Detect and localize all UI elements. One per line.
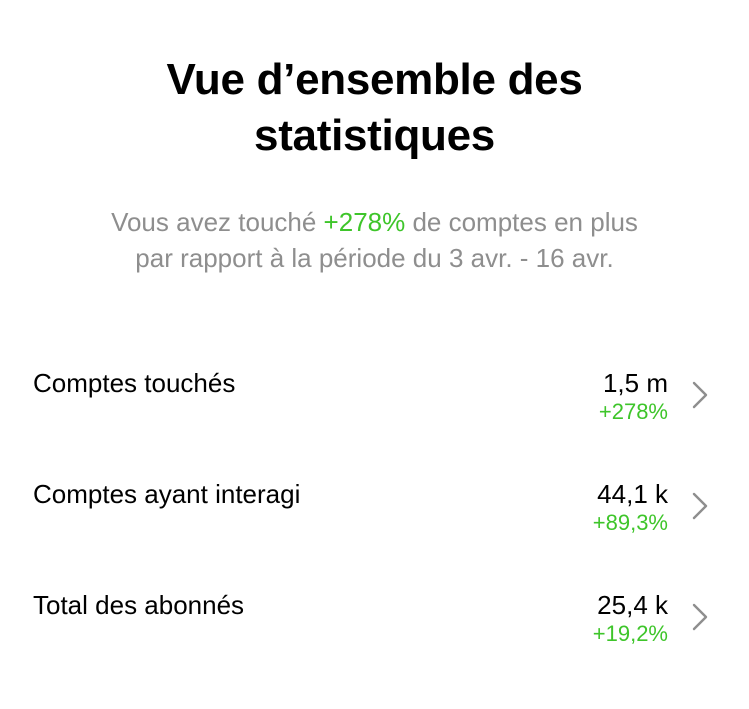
summary-line-2: par rapport à la période du 3 avr. - 16 … — [135, 243, 614, 273]
stat-label: Total des abonnés — [33, 590, 245, 620]
stat-value: 1,5 m — [602, 368, 668, 398]
stat-change: +19,2% — [592, 621, 668, 646]
chevron-right-icon — [692, 603, 708, 631]
stat-label: Comptes ayant interagi — [33, 479, 301, 509]
stat-label: Comptes touchés — [33, 368, 236, 398]
stat-change: +278% — [598, 399, 668, 424]
stat-value: 25,4 k — [597, 590, 668, 620]
summary-line-1: Vous avez touché +278% de comptes en plu… — [40, 204, 709, 240]
page-title-line-2: statistiques — [254, 111, 495, 160]
stat-change: +89,3% — [592, 510, 668, 535]
summary-text: Vous avez touché +278% de comptes en plu… — [40, 204, 709, 276]
page-title-line-1: Vue d’ensemble des — [166, 55, 583, 104]
summary-highlight: +278% — [323, 207, 406, 237]
summary-suffix: de comptes en plus — [405, 207, 638, 237]
chevron-right-icon — [692, 492, 708, 520]
chevron-right-icon — [692, 381, 708, 409]
stat-row-accounts-engaged[interactable]: Comptes ayant interagi 44,1 k +89,3% — [0, 477, 749, 567]
summary-prefix: Vous avez touché — [111, 207, 324, 237]
page-title: Vue d’ensemble des statistiques — [0, 52, 749, 164]
stat-row-accounts-reached[interactable]: Comptes touchés 1,5 m +278% — [0, 366, 749, 456]
stat-row-total-followers[interactable]: Total des abonnés 25,4 k +19,2% — [0, 588, 749, 678]
stat-value: 44,1 k — [597, 479, 668, 509]
